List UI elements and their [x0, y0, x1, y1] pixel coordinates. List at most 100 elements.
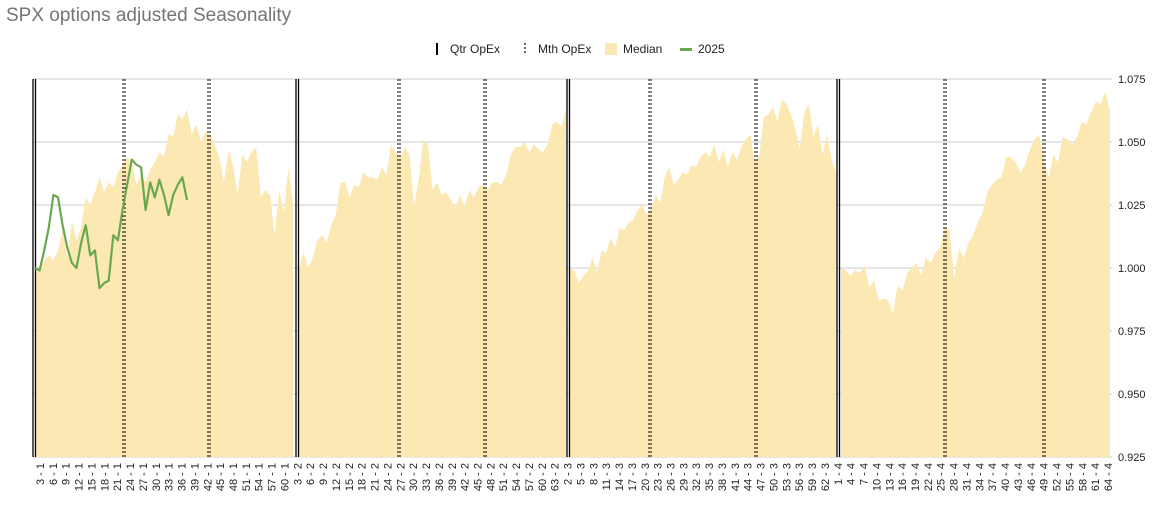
y-tick-label-4: 1.025 [1118, 200, 1146, 212]
y-tick-label-3: 1.000 [1118, 263, 1146, 275]
y-tick-label-1: 0.950 [1118, 389, 1146, 401]
x-tick-label-11: 36 - 1 [177, 463, 189, 491]
x-tick-label-4: 15 - 1 [87, 463, 99, 491]
x-tick-label-33: 42 - 2 [460, 463, 472, 491]
x-tick-label-45: 14 - 3 [614, 463, 626, 491]
x-tick-label-51: 32 - 3 [691, 463, 703, 491]
legend-swatch-2025 [680, 47, 692, 51]
x-tick-label-66: 13 - 4 [884, 463, 896, 491]
x-tick-label-3: 12 - 1 [74, 463, 86, 491]
x-tick-label-2: 9 - 1 [61, 463, 73, 485]
x-tick-label-22: 9 - 2 [318, 463, 330, 485]
x-tick-label-26: 21 - 2 [370, 463, 382, 491]
x-tick-label-62: 1 - 4 [833, 463, 845, 485]
x-tick-label-18: 57 - 1 [267, 463, 279, 491]
x-tick-label-17: 54 - 1 [254, 463, 266, 491]
x-tick-label-20: 3 - 2 [292, 463, 304, 485]
x-tick-label-10: 33 - 1 [164, 463, 176, 491]
x-tick-label-55: 44 - 3 [743, 463, 755, 491]
x-tick-label-30: 33 - 2 [421, 463, 433, 491]
x-tick-label-19: 60 - 1 [280, 463, 292, 491]
median-area-segment-3 [570, 99, 836, 457]
x-tick-label-58: 53 - 3 [781, 463, 793, 491]
x-tick-label-72: 31 - 4 [962, 463, 974, 491]
x-tick-label-29: 30 - 2 [408, 463, 420, 491]
x-tick-label-44: 11 - 3 [601, 463, 613, 490]
x-tick-label-70: 25 - 4 [936, 463, 948, 491]
x-tick-label-76: 43 - 4 [1013, 463, 1025, 491]
x-tick-label-64: 7 - 4 [859, 463, 871, 485]
y-tick-label-2: 0.975 [1118, 326, 1146, 338]
x-tick-label-23: 12 - 2 [331, 463, 343, 491]
x-tick-label-35: 48 - 2 [485, 463, 497, 491]
x-tick-label-1: 6 - 1 [48, 463, 60, 485]
median-area-segment-2 [299, 109, 566, 457]
x-tick-label-57: 50 - 3 [768, 463, 780, 491]
legend-swatch-median [605, 43, 617, 55]
x-tick-label-41: 2 - 3 [563, 463, 575, 485]
y-tick-label-0: 0.925 [1118, 452, 1146, 464]
x-tick-label-24: 15 - 2 [344, 463, 356, 491]
x-tick-label-63: 4 - 4 [846, 463, 858, 485]
x-tick-label-50: 29 - 3 [678, 463, 690, 491]
legend-item-qtr-opex[interactable]: Qtr OpEx [430, 40, 500, 58]
x-tick-label-68: 19 - 4 [910, 463, 922, 491]
chart-title: SPX options adjusted Seasonality [6, 5, 292, 26]
x-tick-label-82: 61 - 4 [1090, 463, 1102, 491]
x-tick-label-0: 3 - 1 [35, 463, 47, 485]
x-tick-label-14: 45 - 1 [215, 463, 227, 491]
x-tick-label-15: 48 - 1 [228, 463, 240, 491]
x-tick-label-36: 51 - 2 [498, 463, 510, 491]
x-tick-label-60: 59 - 3 [807, 463, 819, 491]
x-tick-label-77: 46 - 4 [1026, 463, 1038, 491]
y-tick-label-5: 1.050 [1118, 137, 1146, 149]
x-tick-label-16: 51 - 1 [241, 463, 253, 491]
x-tick-label-81: 58 - 4 [1077, 463, 1089, 491]
legend-item-mth-opex[interactable]: Mth OpEx [518, 40, 591, 58]
x-tick-label-61: 62 - 3 [820, 463, 832, 491]
x-tick-label-83: 64 - 4 [1103, 463, 1115, 491]
x-tick-label-59: 56 - 3 [794, 463, 806, 491]
legend-swatch-qtr-opex [436, 43, 438, 55]
x-tick-label-53: 38 - 3 [717, 463, 729, 491]
y-tick-label-6: 1.075 [1118, 74, 1146, 86]
legend-item-2025[interactable]: 2025 [680, 40, 725, 58]
x-tick-label-6: 21 - 1 [112, 463, 124, 491]
x-tick-label-43: 8 - 3 [588, 463, 600, 485]
median-area-segment-4 [841, 91, 1110, 457]
legend-label-qtr-opex: Qtr OpEx [450, 42, 501, 56]
x-tick-label-67: 16 - 4 [897, 463, 909, 491]
x-tick-label-13: 42 - 1 [202, 463, 214, 491]
x-tick-label-28: 27 - 2 [395, 463, 407, 491]
legend-swatch-mth-opex [524, 43, 526, 55]
legend-label-mth-opex: Mth OpEx [538, 42, 592, 56]
x-tick-label-54: 41 - 3 [730, 463, 742, 491]
x-tick-label-78: 49 - 4 [1039, 463, 1051, 491]
x-tick-label-38: 57 - 2 [524, 463, 536, 491]
x-tick-label-46: 17 - 3 [627, 463, 639, 491]
median-area-segment-1 [35, 109, 293, 457]
x-tick-label-32: 39 - 2 [447, 463, 459, 491]
x-tick-label-7: 24 - 1 [125, 463, 137, 491]
x-tick-label-75: 40 - 4 [1000, 463, 1012, 491]
x-tick-label-74: 37 - 4 [987, 463, 999, 491]
legend-item-median[interactable]: Median [605, 40, 662, 58]
x-tick-label-48: 23 - 3 [653, 463, 665, 491]
x-tick-label-47: 20 - 3 [640, 463, 652, 491]
x-tick-label-40: 63 - 2 [550, 463, 562, 491]
legend-label-median: Median [623, 42, 663, 56]
x-tick-label-21: 6 - 2 [305, 463, 317, 485]
series-2025-line [34, 158, 189, 290]
x-tick-label-71: 28 - 4 [949, 463, 961, 491]
chart-legend: Qtr OpEx Mth OpEx Median 2025 [0, 40, 1156, 58]
x-tick-label-12: 39 - 1 [189, 463, 201, 491]
x-tick-label-52: 35 - 3 [704, 463, 716, 491]
x-tick-label-25: 18 - 2 [357, 463, 369, 491]
x-tick-label-49: 26 - 3 [666, 463, 678, 491]
x-tick-label-79: 52 - 4 [1052, 463, 1064, 491]
x-tick-label-39: 60 - 2 [537, 463, 549, 491]
x-tick-label-42: 5 - 3 [575, 463, 587, 485]
x-tick-label-65: 10 - 4 [871, 463, 883, 491]
x-tick-label-9: 30 - 1 [151, 463, 163, 491]
